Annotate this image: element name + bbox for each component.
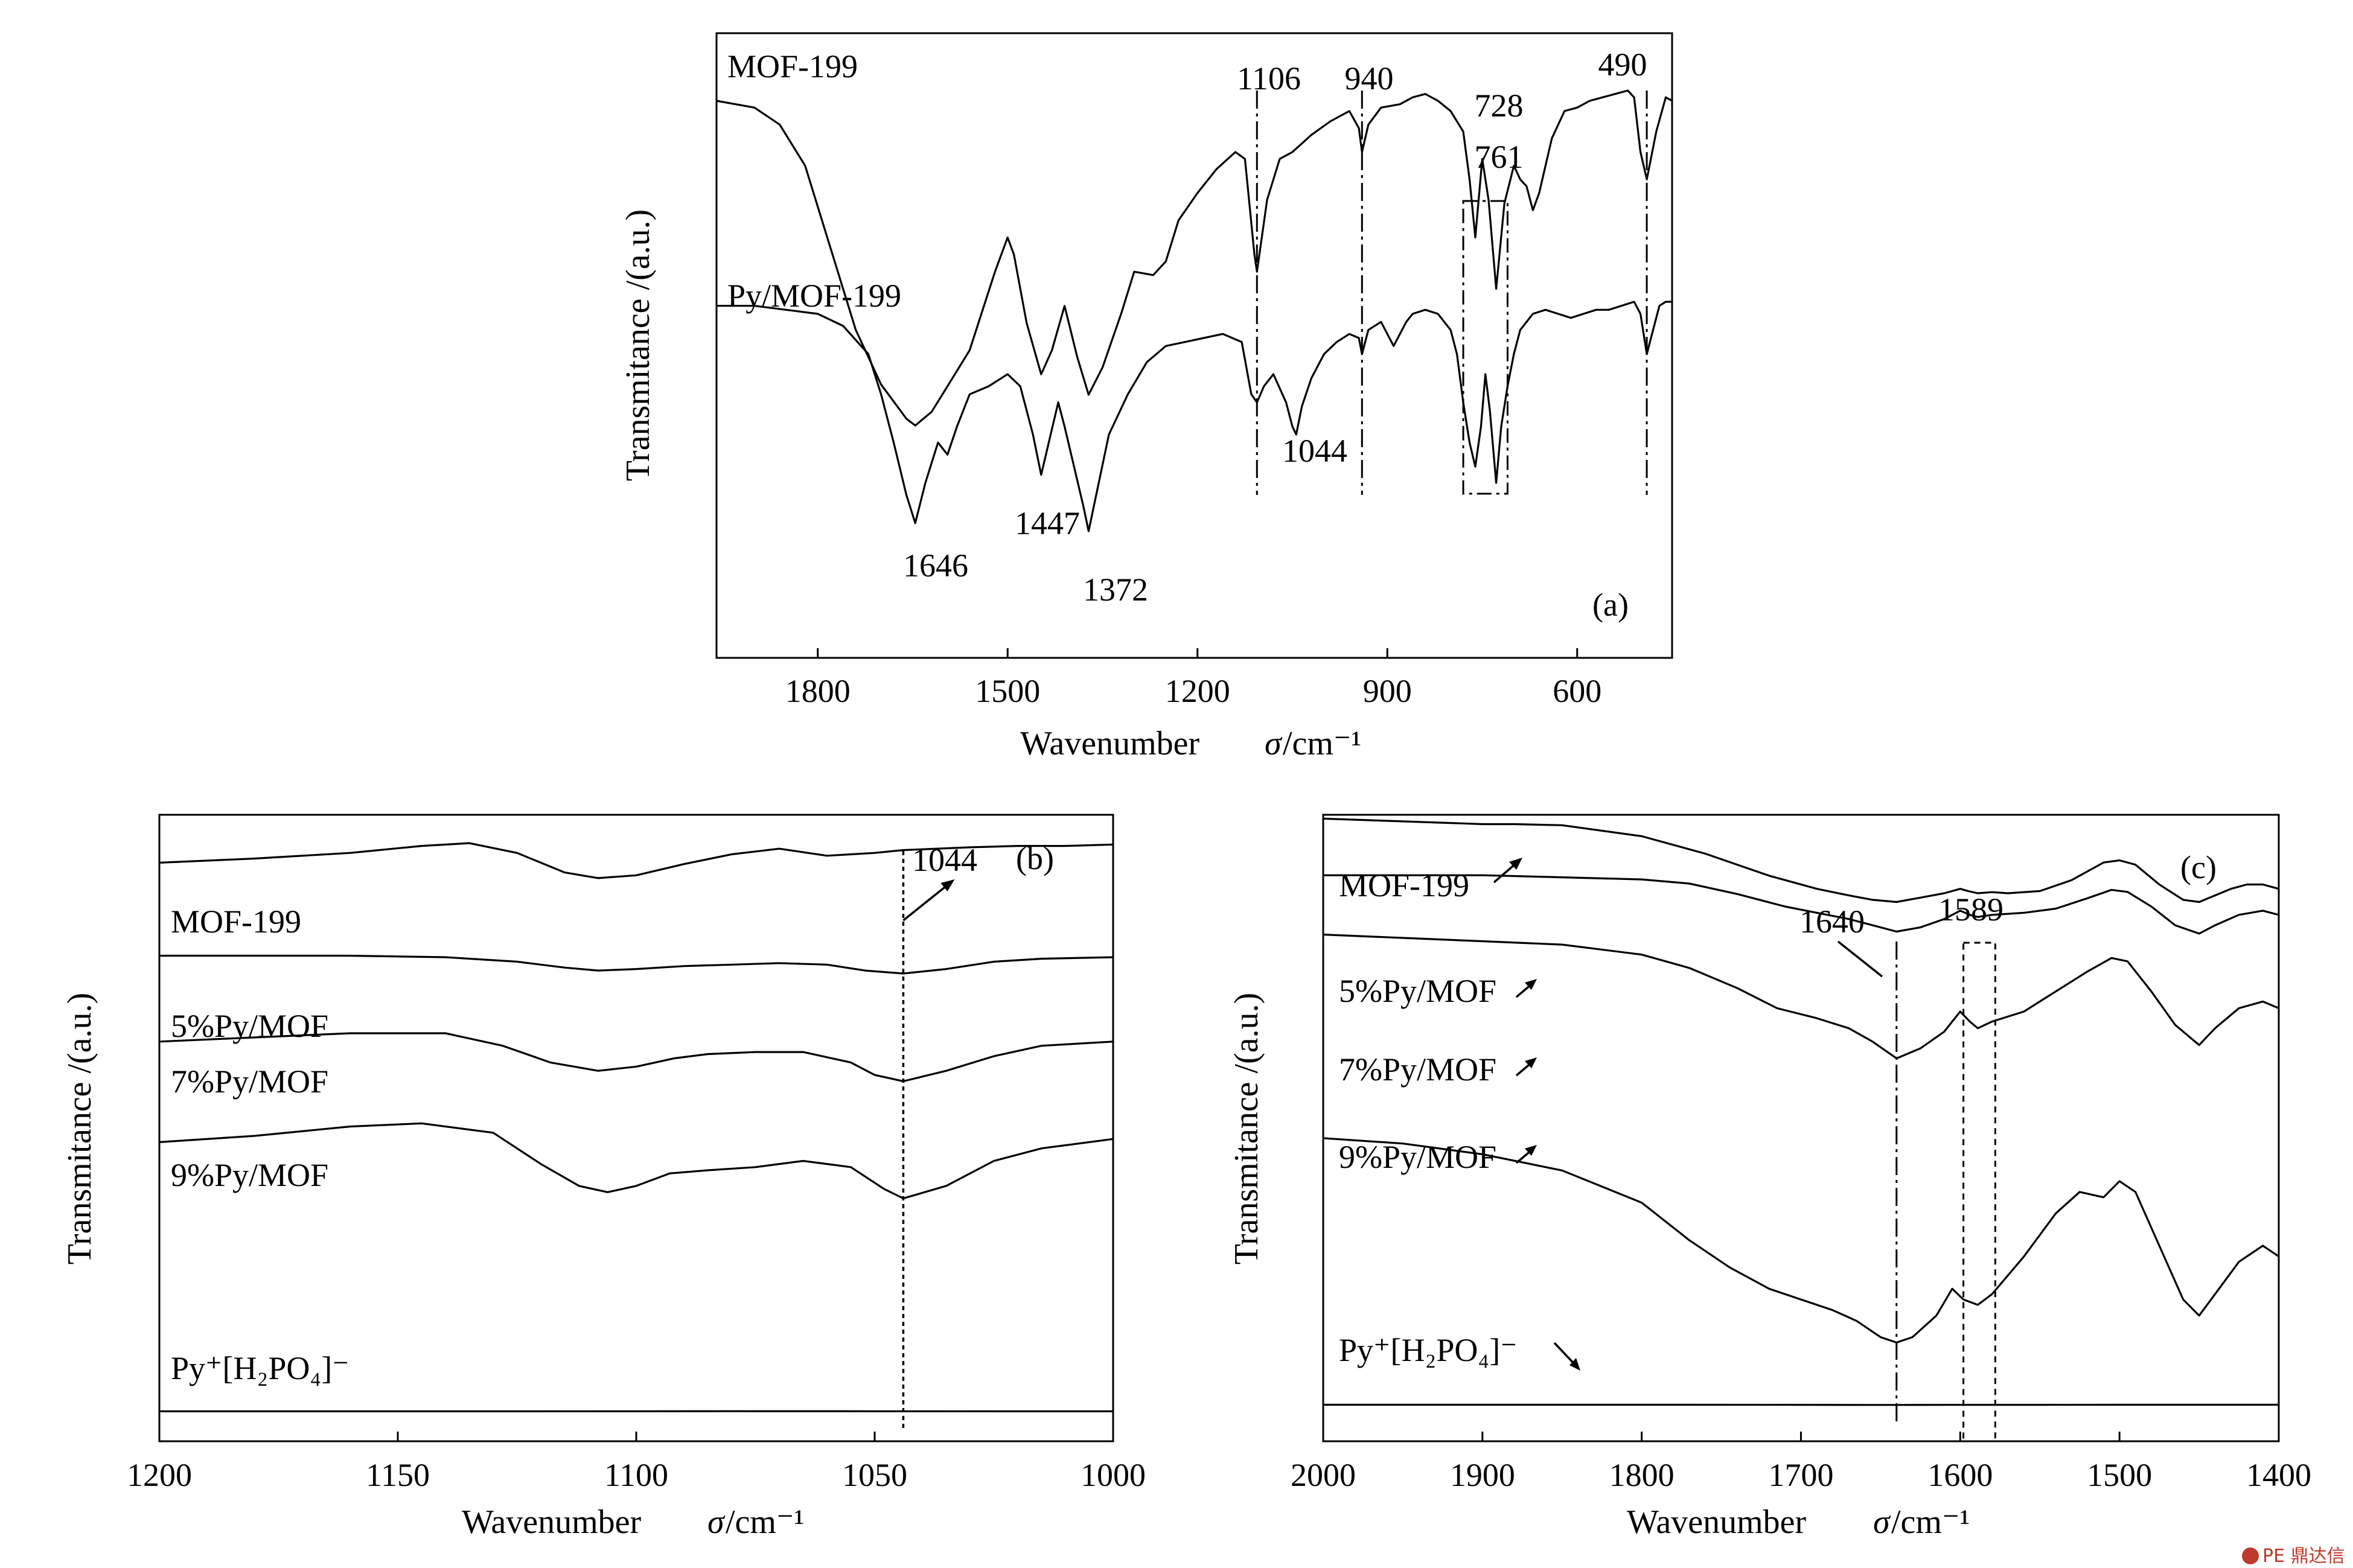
panel-b-label-mof199: MOF-199 xyxy=(171,904,301,940)
series-line-5%py-mof xyxy=(158,954,1114,975)
panel-a-peak-1372: 1372 xyxy=(1083,572,1148,608)
arrowhead-5pct xyxy=(1525,979,1537,990)
panel-c-x-ticks: 2000 1900 1800 1700 1600 1500 1400 xyxy=(1291,1432,2311,1493)
panel-b-label-py-h2po4: Py⁺[H₂PO₄]⁻ xyxy=(171,1350,350,1386)
x-tick-label: 1200 xyxy=(127,1457,192,1493)
panel-b-tag: (b) xyxy=(1016,840,1054,876)
panel-a-box-region xyxy=(1462,200,1509,495)
panel-b-peak-1044: 1044 xyxy=(912,842,977,878)
series-line-9%py-mof xyxy=(1322,1137,2280,1343)
panel-b-annotations xyxy=(902,851,955,1429)
panel-c-series xyxy=(1322,817,2280,1406)
panel-a-peak-1447: 1447 xyxy=(1015,505,1080,541)
arrow-1640 xyxy=(1837,940,1883,978)
panel-b-xlabel-unit: /cm⁻¹ xyxy=(726,1503,804,1541)
panel-a-peak-1044: 1044 xyxy=(1282,433,1347,469)
arrow-1044 xyxy=(902,883,950,922)
arrowhead-1044 xyxy=(940,879,955,891)
arrow-py-h2po4 xyxy=(1553,1342,1577,1366)
series-line-5%py-mof xyxy=(1322,874,2280,935)
panel-b-label-9pct: 9%Py/MOF xyxy=(171,1157,328,1193)
panel-b: 1200 1150 1100 1050 1000 Transmitance /(a.u.… xyxy=(61,814,1146,1541)
panel-a-label-mof199: MOF-199 xyxy=(727,48,858,84)
series-line-mof-199 xyxy=(715,89,1673,427)
watermark-text: PE 鼎达信 xyxy=(2262,1546,2345,1567)
x-tick-label: 900 xyxy=(1363,673,1412,709)
panel-a-xlabel-unit: /cm⁻¹ xyxy=(1283,725,1361,762)
panel-c-tag: (c) xyxy=(2180,849,2217,885)
x-tick-label: 1900 xyxy=(1450,1457,1515,1493)
panel-b-label-7pct: 7%Py/MOF xyxy=(171,1063,328,1100)
arrow-mof199 xyxy=(1493,862,1518,884)
series-line-mof-199 xyxy=(158,842,1114,879)
panel-a-x-ticks: 1800 1500 1200 900 600 xyxy=(785,648,1601,709)
arrowhead-7pct xyxy=(1525,1057,1537,1068)
panel-a-peak-728: 728 xyxy=(1475,88,1524,124)
panel-a-peak-1646: 1646 xyxy=(903,547,968,584)
panel-a-xlabel-symbol: σ xyxy=(1265,725,1283,762)
panel-a-label-py-mof199: Py/MOF-199 xyxy=(727,278,901,314)
panel-c-label-mof199: MOF-199 xyxy=(1339,867,1469,904)
x-tick-label: 1000 xyxy=(1081,1457,1146,1493)
series-line-py-mof-199 xyxy=(715,301,1673,532)
panel-b-ylabel: Transmitance /(a.u.) xyxy=(61,993,98,1265)
arrowhead-mof199 xyxy=(1509,858,1522,870)
x-tick-label: 1050 xyxy=(842,1457,907,1493)
panel-a-annotations xyxy=(1256,91,1648,495)
x-tick-label: 1150 xyxy=(366,1457,430,1493)
panel-c-label-9pct: 9%Py/MOF xyxy=(1339,1139,1496,1175)
panel-b-xlabel: Wavenumber xyxy=(462,1503,641,1541)
series-line-7%py-mof xyxy=(1322,933,2280,1060)
panel-b-series xyxy=(158,842,1114,1412)
panel-a-frame xyxy=(715,32,1673,659)
panel-b-frame xyxy=(158,814,1114,1442)
panel-c-box-region xyxy=(1962,942,1996,1442)
watermark-logo-icon xyxy=(2242,1547,2259,1564)
x-tick-label: 1800 xyxy=(1609,1457,1675,1493)
panel-b-label-5pct: 5%Py/MOF xyxy=(171,1008,328,1044)
panel-c: 2000 1900 1800 1700 1600 1500 1400 Transmitanc… xyxy=(1228,814,2311,1541)
panel-a-peak-490: 490 xyxy=(1598,46,1647,83)
panel-c-peak-1640: 1640 xyxy=(1799,904,1865,940)
panel-a: 1800 1500 1200 900 600 Transmitance /(a.u.) … xyxy=(619,32,1673,762)
panel-a-ylabel: Transmitance /(a.u.) xyxy=(619,209,657,482)
panel-a-peak-1106: 1106 xyxy=(1237,60,1301,97)
panel-c-ylabel: Transmitance /(a.u.) xyxy=(1228,993,1265,1265)
x-tick-label: 1600 xyxy=(1927,1457,1993,1493)
x-tick-label: 600 xyxy=(1553,673,1601,709)
panel-a-series xyxy=(715,89,1673,532)
x-tick-label: 2000 xyxy=(1291,1457,1356,1493)
arrowhead-py-h2po4 xyxy=(1569,1358,1580,1371)
panel-c-xlabel-symbol: σ xyxy=(1873,1503,1891,1541)
series-line-9%py-mof xyxy=(158,1122,1114,1200)
panel-b-x-ticks: 1200 1150 1100 1050 1000 xyxy=(127,1432,1146,1493)
panel-a-peak-761: 761 xyxy=(1475,139,1524,175)
panel-c-xlabel: Wavenumber xyxy=(1627,1503,1806,1541)
panel-c-xlabel-unit: /cm⁻¹ xyxy=(1891,1503,1970,1541)
x-tick-label: 1500 xyxy=(2087,1457,2152,1493)
panel-c-label-py-h2po4: Py⁺[H₂PO₄]⁻ xyxy=(1339,1332,1518,1368)
x-tick-label: 1200 xyxy=(1165,673,1230,709)
series-line-7%py-mof xyxy=(158,1032,1114,1083)
series-line-mof-199 xyxy=(1322,817,2280,904)
x-tick-label: 1800 xyxy=(785,673,851,709)
panel-a-tag: (a) xyxy=(1592,587,1629,623)
panel-c-peak-1589: 1589 xyxy=(1938,891,2003,928)
x-tick-label: 1700 xyxy=(1769,1457,1834,1493)
x-tick-label: 1100 xyxy=(604,1457,668,1493)
panel-c-label-7pct: 7%Py/MOF xyxy=(1339,1051,1496,1088)
x-tick-label: 1400 xyxy=(2246,1457,2311,1493)
panel-c-label-5pct: 5%Py/MOF xyxy=(1339,973,1496,1009)
watermark: PE 鼎达信 xyxy=(2242,1546,2345,1567)
panel-c-label-arrows xyxy=(1493,858,1883,1371)
panel-b-xlabel-symbol: σ xyxy=(707,1503,726,1541)
x-tick-label: 1500 xyxy=(975,673,1040,709)
panel-a-peak-940: 940 xyxy=(1345,60,1394,97)
panel-a-xlabel: Wavenumber xyxy=(1020,725,1199,762)
arrowhead-9pct xyxy=(1525,1145,1537,1156)
panel-c-annotations xyxy=(1895,942,1996,1442)
